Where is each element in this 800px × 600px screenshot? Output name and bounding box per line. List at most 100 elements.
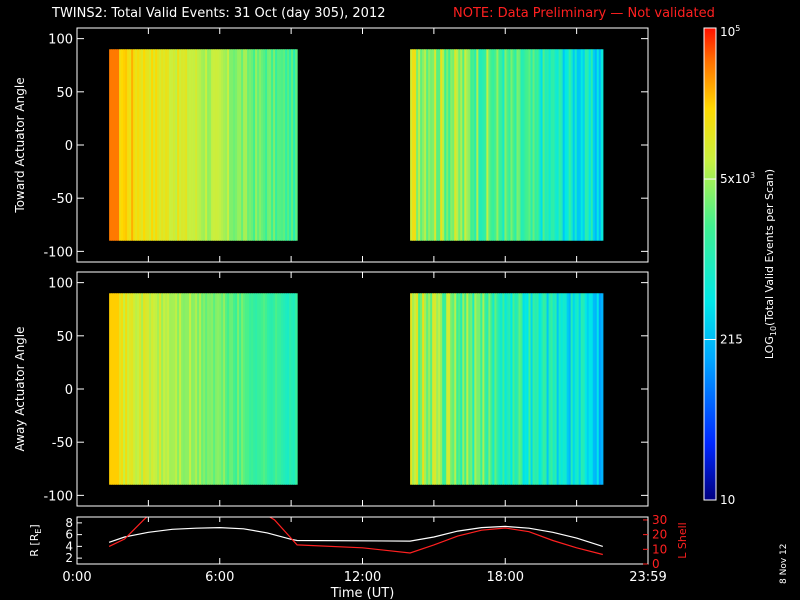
heatmap-column xyxy=(199,293,202,485)
heatmap-column xyxy=(472,293,475,485)
heatmap-column xyxy=(490,49,493,241)
heatmap-column xyxy=(239,49,242,241)
heatmap-column xyxy=(157,49,160,241)
heatmap-column xyxy=(117,293,120,485)
heatmap-column xyxy=(207,49,210,241)
heatmap-column xyxy=(279,293,282,485)
heatmap-column xyxy=(524,49,528,241)
heatmap-column xyxy=(518,49,522,241)
heatmap-column xyxy=(456,49,459,241)
heatmap-column xyxy=(446,293,449,485)
heatmap-column xyxy=(578,49,582,241)
heatmap-column xyxy=(223,49,226,241)
heatmap-column xyxy=(562,293,566,485)
heatmap-column xyxy=(191,49,194,241)
heatmap-column xyxy=(440,293,443,485)
l-shell-line xyxy=(108,517,603,556)
heatmap-column xyxy=(546,293,550,485)
heatmap-column xyxy=(556,49,560,241)
x-tick-label: 6:00 xyxy=(205,570,234,585)
heatmap-column xyxy=(434,293,437,485)
heatmap-column xyxy=(295,49,298,241)
heatmap-column xyxy=(143,293,146,485)
x-tick-label: 12:00 xyxy=(344,570,381,585)
heatmap-column xyxy=(470,49,473,241)
heatmap-column xyxy=(193,49,196,241)
colorbar-gradient xyxy=(703,27,717,501)
heatmap-column xyxy=(464,49,467,241)
heatmap-column xyxy=(510,49,514,241)
heatmap-column xyxy=(564,49,568,241)
heatmap-column xyxy=(580,293,584,485)
heatmap-column xyxy=(135,49,138,241)
heatmap-column xyxy=(426,293,429,485)
heatmap-column xyxy=(516,49,520,241)
heatmap-column xyxy=(251,293,254,485)
heatmap-column xyxy=(554,293,558,485)
heatmap-column xyxy=(147,49,150,241)
heatmap-column xyxy=(486,49,489,241)
heatmap-column xyxy=(243,293,246,485)
heatmap-column xyxy=(231,293,234,485)
heatmap-column xyxy=(532,49,536,241)
heatmap-column xyxy=(201,293,204,485)
heatmap-column xyxy=(494,293,498,485)
heatmap-column xyxy=(253,293,256,485)
y-tick-label: 0 xyxy=(65,383,73,398)
heatmap-column xyxy=(588,49,592,241)
heatmap-column xyxy=(129,293,132,485)
heatmap-column xyxy=(458,49,461,241)
heatmap-column xyxy=(492,49,495,241)
toward-heatmap-panel: 100 50 0 -50 -100 Toward Actuator Angle xyxy=(13,27,649,263)
heatmap-column xyxy=(448,49,451,241)
heatmap-column xyxy=(412,49,415,241)
heatmap-column xyxy=(149,49,152,241)
y-axis-label: Toward Actuator Angle xyxy=(13,77,27,213)
heatmap-column xyxy=(574,293,578,485)
heatmap-column xyxy=(159,49,162,241)
heatmap-column xyxy=(109,49,112,241)
heatmap-column xyxy=(261,49,264,241)
heatmap-column xyxy=(484,293,487,485)
heatmap-column xyxy=(596,293,600,485)
heatmap-column xyxy=(570,49,574,241)
heatmap-column xyxy=(590,293,594,485)
heatmap-column xyxy=(560,49,564,241)
heatmap-column xyxy=(291,49,294,241)
heatmap-column xyxy=(446,49,449,241)
heatmap-column xyxy=(442,293,445,485)
heatmap-column xyxy=(436,49,439,241)
heatmap-column xyxy=(524,293,528,485)
heatmap-column xyxy=(552,49,556,241)
heatmap-column xyxy=(275,49,278,241)
heatmap-column xyxy=(201,49,204,241)
heatmap-column xyxy=(269,293,272,485)
heatmap-column xyxy=(259,293,262,485)
heatmap-column xyxy=(169,293,172,485)
heatmap-column xyxy=(149,293,152,485)
heatmap-column xyxy=(474,49,477,241)
heatmap-column xyxy=(245,293,248,485)
heatmap-column xyxy=(444,293,447,485)
heatmap-column xyxy=(271,49,274,241)
heatmap-column xyxy=(225,49,228,241)
heatmap-column xyxy=(570,293,574,485)
heatmap-column xyxy=(281,49,284,241)
heatmap-column xyxy=(590,49,594,241)
heatmap-column xyxy=(179,49,182,241)
heatmap-column xyxy=(502,293,506,485)
heatmap-column xyxy=(223,293,226,485)
heatmap-column xyxy=(257,49,260,241)
heatmap-column xyxy=(462,49,465,241)
heatmap-column xyxy=(239,293,242,485)
heatmap-column xyxy=(185,49,188,241)
heatmap-column xyxy=(460,49,463,241)
heatmap-column xyxy=(448,293,451,485)
heatmap-column xyxy=(249,49,252,241)
heatmap-column xyxy=(434,49,437,241)
heatmap-column xyxy=(562,49,566,241)
heatmap-column xyxy=(538,49,542,241)
heatmap-column xyxy=(586,49,590,241)
heatmap-column xyxy=(566,49,570,241)
heatmap-column xyxy=(165,49,168,241)
